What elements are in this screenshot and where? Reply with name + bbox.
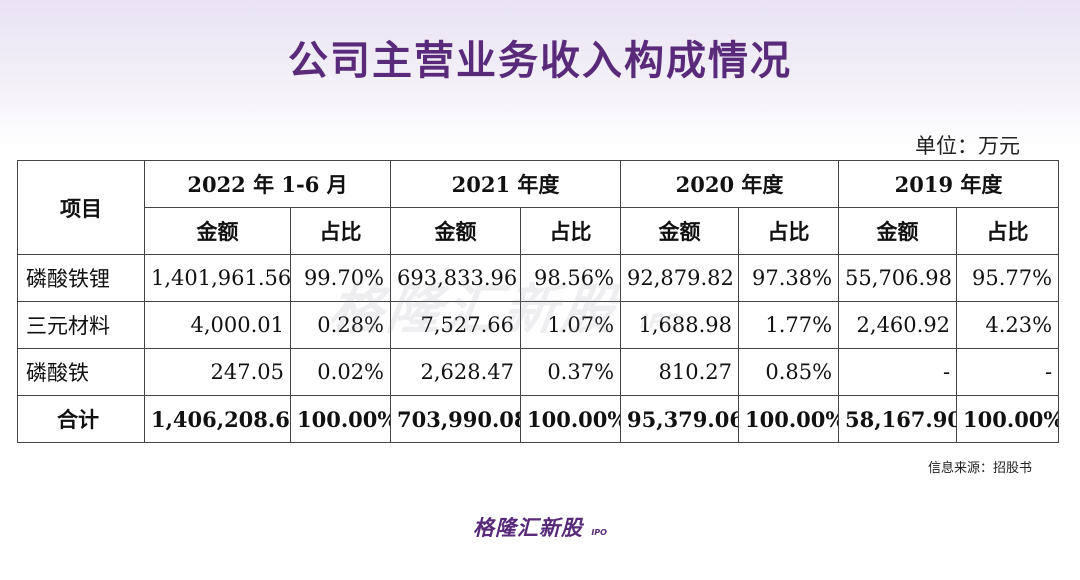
table-row: 磷酸铁 247.05 0.02% 2,628.47 0.37% 810.27 0…	[17, 348, 1060, 396]
amount-cell: 1,401,961.56	[144, 254, 291, 302]
ratio-cell: 100.00%	[956, 395, 1060, 443]
row-label: 磷酸铁锂	[17, 254, 145, 302]
amount-cell: 95,379.06	[620, 395, 740, 443]
period-header: 2022 年 1-6 月	[143, 160, 392, 208]
ratio-cell: 0.02%	[289, 348, 392, 396]
logo-text: 格隆汇新股	[473, 516, 584, 540]
ratio-cell: 0.28%	[289, 301, 392, 349]
ratio-cell: 0.85%	[738, 348, 840, 396]
source-note: 信息来源：招股书	[927, 461, 1032, 476]
period-header: 2021 年度	[390, 160, 622, 208]
amount-cell: 693,833.96	[390, 254, 522, 302]
amount-cell: 7,527.66	[390, 301, 522, 349]
amount-cell: 703,990.08	[390, 395, 522, 443]
ratio-cell: 100.00%	[520, 395, 622, 443]
period-header: 2019 年度	[838, 160, 1060, 208]
ratio-cell: 97.38%	[738, 254, 840, 302]
total-row: 合计 1,406,208.62 100.00% 703,990.08 100.0…	[17, 395, 1060, 443]
amount-header: 金额	[390, 207, 522, 255]
table-row: 磷酸铁锂 1,401,961.56 99.70% 693,833.96 98.5…	[17, 254, 1060, 302]
ratio-cell: 100.00%	[289, 395, 392, 443]
amount-cell: 4,000.01	[144, 301, 291, 349]
ratio-cell: 98.56%	[520, 254, 622, 302]
amount-cell: 247.05	[144, 348, 291, 396]
row-label: 合计	[17, 395, 145, 443]
table-header-row: 项目 2022 年 1-6 月 2021 年度 2020 年度 2019 年度	[17, 160, 1060, 255]
item-header: 项目	[17, 160, 145, 255]
ratio-header: 占比	[956, 207, 1060, 255]
amount-header: 金额	[838, 207, 958, 255]
amount-header: 金额	[144, 207, 291, 255]
amount-cell: 1,406,208.62	[144, 395, 291, 443]
amount-cell: 810.27	[620, 348, 740, 396]
ratio-cell: 1.07%	[520, 301, 622, 349]
ratio-header: 占比	[520, 207, 622, 255]
unit-label: 单位：万元	[915, 134, 1020, 158]
ratio-cell: 100.00%	[738, 395, 840, 443]
ratio-cell: -	[956, 348, 1060, 396]
amount-cell: 58,167.90	[838, 395, 958, 443]
amount-cell: 92,879.82	[620, 254, 740, 302]
ratio-cell: 0.37%	[520, 348, 622, 396]
ratio-cell: 99.70%	[289, 254, 392, 302]
ratio-header: 占比	[289, 207, 392, 255]
row-label: 磷酸铁	[17, 348, 145, 396]
ratio-cell: 95.77%	[956, 254, 1060, 302]
amount-cell: 2,460.92	[838, 301, 958, 349]
amount-cell: -	[838, 348, 958, 396]
amount-cell: 2,628.47	[390, 348, 522, 396]
brand-logo: 格隆汇新股 IPO	[0, 512, 1080, 542]
amount-cell: 1,688.98	[620, 301, 740, 349]
page-title: 公司主营业务收入构成情况	[288, 38, 792, 84]
revenue-table: 项目 2022 年 1-6 月 2021 年度 2020 年度 2019 年度 …	[17, 160, 1060, 443]
row-label: 三元材料	[17, 301, 145, 349]
table-subheader-row: 金额 占比 金额 占比 金额 占比 金额 占比	[18, 207, 1060, 255]
logo-sub: IPO	[591, 528, 607, 537]
amount-cell: 55,706.98	[838, 254, 958, 302]
table-row: 三元材料 4,000.01 0.28% 7,527.66 1.07% 1,688…	[17, 301, 1060, 349]
ratio-cell: 1.77%	[738, 301, 840, 349]
header-background	[0, 0, 1080, 150]
period-header: 2020 年度	[620, 160, 840, 208]
amount-header: 金额	[620, 207, 740, 255]
ratio-header: 占比	[738, 207, 840, 255]
ratio-cell: 4.23%	[956, 301, 1060, 349]
